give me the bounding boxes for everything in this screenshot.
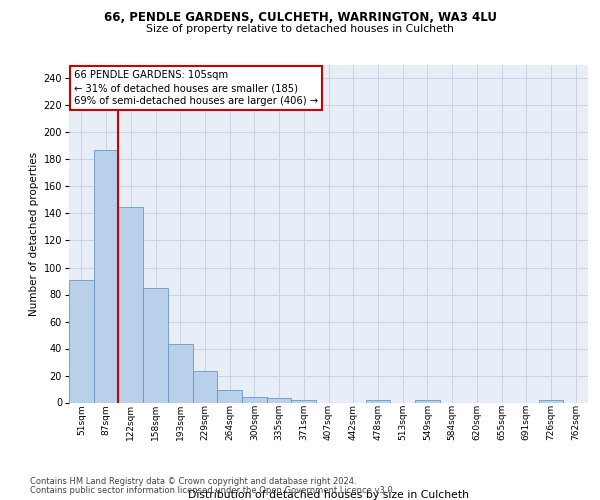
Y-axis label: Number of detached properties: Number of detached properties (29, 152, 39, 316)
Bar (217, 390, 242, 402)
Bar (415, 400, 440, 402)
Bar (242, 397, 267, 402)
Text: Contains HM Land Registry data © Crown copyright and database right 2024.: Contains HM Land Registry data © Crown c… (30, 477, 356, 486)
Text: Size of property relative to detached houses in Culcheth: Size of property relative to detached ho… (146, 24, 454, 34)
Bar (539, 400, 563, 402)
Bar (118, 206, 143, 402)
Bar (193, 372, 217, 402)
X-axis label: Distribution of detached houses by size in Culcheth: Distribution of detached houses by size … (188, 490, 469, 500)
Bar (94, 150, 118, 403)
Bar (69, 280, 94, 402)
Bar (168, 344, 193, 403)
Bar (292, 400, 316, 402)
Text: 66, PENDLE GARDENS, CULCHETH, WARRINGTON, WA3 4LU: 66, PENDLE GARDENS, CULCHETH, WARRINGTON… (104, 11, 497, 24)
Bar (365, 400, 390, 402)
Bar (267, 398, 292, 402)
Text: Contains public sector information licensed under the Open Government Licence v3: Contains public sector information licen… (30, 486, 395, 495)
Text: 66 PENDLE GARDENS: 105sqm
← 31% of detached houses are smaller (185)
69% of semi: 66 PENDLE GARDENS: 105sqm ← 31% of detac… (74, 70, 319, 106)
Bar (143, 288, 168, 403)
